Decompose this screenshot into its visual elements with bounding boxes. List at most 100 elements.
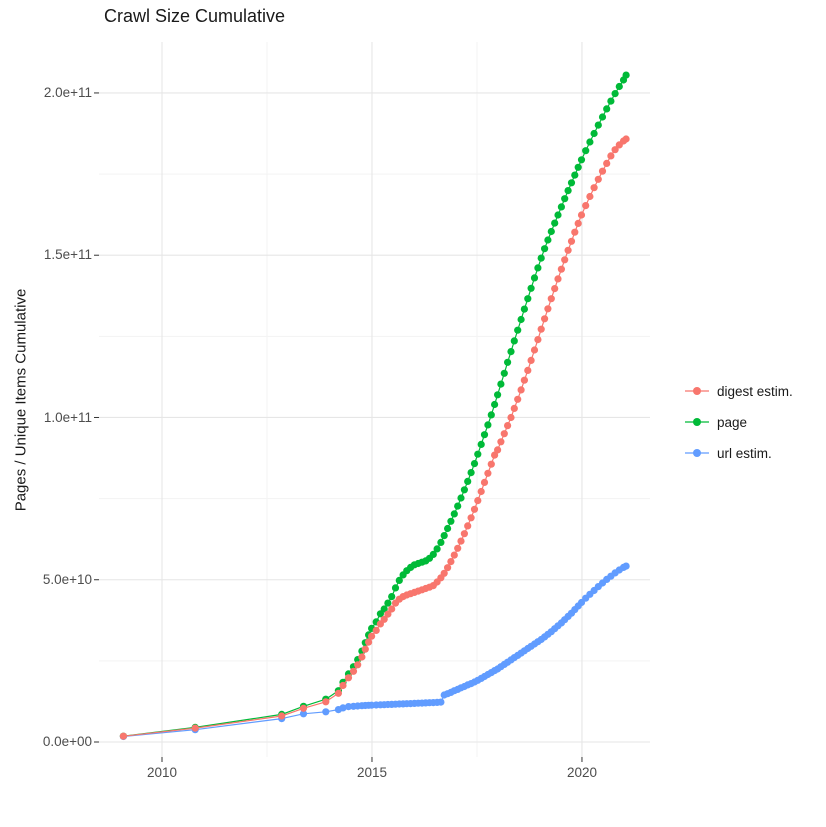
data-point [487, 411, 495, 419]
data-point [500, 430, 508, 438]
data-point [454, 502, 462, 510]
data-point [460, 530, 468, 538]
chart-title: Crawl Size Cumulative [104, 6, 286, 26]
series-url-estim- [119, 562, 630, 741]
grid-major-layer [99, 42, 650, 757]
data-point [388, 593, 396, 601]
grid-minor-layer [99, 42, 650, 757]
y-tick-label-2: 1.0e+11 [43, 410, 92, 425]
data-point [530, 346, 539, 354]
data-point [494, 446, 502, 454]
data-point [537, 325, 545, 333]
data-point [470, 505, 479, 513]
data-point [586, 192, 594, 201]
data-point [474, 497, 482, 505]
data-point [457, 537, 465, 545]
legend-label: url estim. [717, 445, 772, 461]
data-point [577, 156, 586, 164]
data-point [557, 265, 566, 273]
data-point [467, 469, 475, 477]
data-point [487, 460, 495, 468]
data-point [582, 202, 590, 210]
data-point [577, 211, 586, 219]
data-point [380, 615, 388, 623]
data-point [384, 599, 392, 607]
data-point [598, 167, 607, 175]
data-point [541, 245, 549, 253]
data-point [491, 400, 499, 409]
data-point [611, 90, 619, 98]
data-point [494, 391, 502, 399]
data-point [530, 274, 539, 282]
data-point [547, 295, 555, 303]
data-point [607, 152, 615, 160]
data-point [358, 653, 366, 661]
data-point [561, 195, 569, 203]
data-point [440, 532, 448, 540]
data-point [299, 704, 308, 712]
legend-item-digest: digest estim. [684, 380, 793, 402]
data-point [590, 129, 598, 138]
data-point [491, 451, 499, 459]
data-point [527, 284, 535, 292]
x-tick-label-2020: 2020 [566, 765, 598, 780]
data-point [537, 254, 545, 262]
data-point [510, 337, 518, 345]
data-point [339, 704, 347, 712]
data-point [603, 159, 611, 167]
y-tick-label-3: 1.5e+11 [43, 247, 92, 262]
data-point [119, 732, 127, 740]
series-page [119, 71, 630, 740]
data-point [534, 336, 542, 344]
data-point [564, 187, 572, 195]
y-tick-label-0: 0.0e+00 [42, 734, 92, 749]
data-point [571, 171, 579, 179]
data-point [615, 82, 623, 91]
legend-key-icon [685, 418, 709, 426]
axis-ticks-layer [94, 92, 583, 762]
data-point [391, 584, 400, 592]
data-point [450, 510, 458, 518]
data-point [582, 147, 590, 155]
data-point [527, 356, 535, 364]
legend-label: page [717, 414, 748, 430]
series-layer [119, 71, 630, 741]
legend-key-icon [685, 387, 709, 395]
data-point [460, 486, 468, 494]
data-point [384, 610, 392, 618]
data-point [278, 712, 286, 720]
y-axis-title: Pages / Unique Items Cumulative [12, 288, 30, 512]
data-point [507, 413, 515, 422]
data-point [450, 551, 458, 559]
data-point [551, 219, 559, 227]
legend-key-icon [685, 449, 709, 457]
data-point [554, 275, 562, 283]
data-point [544, 305, 552, 313]
data-point [534, 264, 542, 272]
data-point [504, 358, 512, 366]
data-point [444, 564, 452, 572]
data-point [520, 376, 529, 384]
data-point [564, 246, 572, 254]
data-point [480, 478, 489, 486]
data-point [388, 605, 396, 613]
y-tick-label-4: 2.0e+11 [43, 85, 92, 100]
data-point [349, 667, 358, 675]
data-point [517, 315, 525, 324]
x-tick-label-2010: 2010 [146, 765, 178, 780]
data-point [322, 698, 330, 706]
data-point [510, 404, 518, 412]
legend-label: digest estim. [717, 383, 793, 399]
data-point [607, 97, 615, 105]
data-point [433, 545, 441, 553]
data-point [376, 610, 384, 618]
data-point [554, 211, 562, 219]
data-point [477, 440, 485, 448]
y-tick-label-1: 5.0e+10 [42, 572, 92, 587]
data-point [464, 477, 472, 485]
data-point [339, 681, 347, 690]
data-point [567, 179, 576, 187]
data-point [447, 517, 455, 525]
